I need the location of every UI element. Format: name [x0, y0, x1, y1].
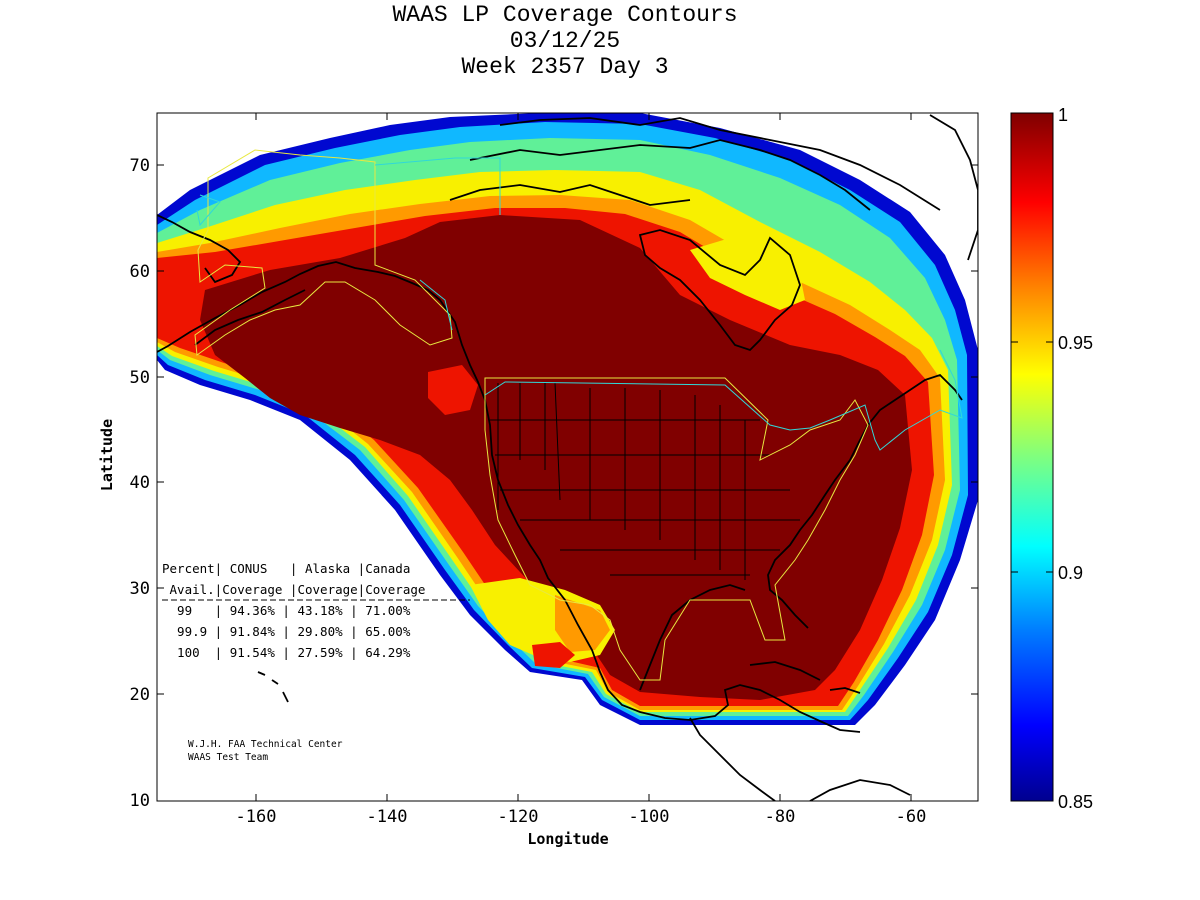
arctic-islands-3 [449, 184, 691, 206]
y-tick-label: 20 [130, 685, 150, 705]
greenland [929, 114, 978, 261]
x-tick-label: -100 [629, 807, 670, 827]
south-america-north [809, 779, 911, 801]
y-tick-label: 70 [130, 156, 150, 176]
table-header-row-2: Avail.|Coverage |Coverage|Coverage [162, 582, 425, 597]
y-tick-label: 30 [130, 579, 150, 599]
tick-marks [157, 113, 978, 801]
chart-date: 03/12/25 [509, 28, 621, 54]
plot-frame [156, 112, 979, 802]
coverage-table: Percent| CONUS | Alaska |Canada Avail.|C… [162, 561, 470, 660]
state-boundaries [490, 382, 800, 580]
hudson-bay [638, 229, 801, 352]
table-row: 99.9 | 91.84% | 29.80% | 65.00% [162, 624, 411, 639]
alaska-service-volume [194, 149, 453, 356]
y-tick-label: 10 [130, 791, 150, 811]
arctic-islands-1 [469, 139, 871, 211]
colorbar-tick-label: 0.9 [1058, 563, 1083, 583]
alaska-west-coast [157, 214, 242, 284]
gulf-coastline [639, 584, 746, 691]
x-tick-label: -160 [236, 807, 277, 827]
central-america [689, 717, 776, 801]
y-axis-label: Latitude [98, 419, 116, 491]
y-tick-label: 40 [130, 473, 150, 493]
colorbar [1010, 112, 1054, 802]
conus-service-volume [484, 377, 869, 681]
colorbar-tick-label: 1 [1058, 105, 1068, 125]
table-row: 99 | 94.36% | 43.18% | 71.00% [162, 603, 411, 618]
caribbean-hispaniola [829, 687, 861, 694]
alaska-peninsula [194, 289, 306, 346]
table-header-row-1: Percent| CONUS | Alaska |Canada [162, 561, 410, 576]
x-tick-labels: -160 -140 -120 -100 -80 -60 [236, 807, 927, 827]
table-row: 100 | 91.54% | 27.59% | 64.29% [162, 645, 411, 660]
contour-yellow-east [690, 238, 805, 310]
contour-red-blob [428, 365, 478, 415]
arctic-islands-2 [499, 117, 941, 211]
x-tick-label: -120 [498, 807, 539, 827]
coastlines [157, 114, 978, 801]
canada-service-volume [196, 157, 963, 451]
service-volume-boundaries [194, 149, 963, 681]
x-tick-label: -80 [765, 807, 796, 827]
x-axis-label: Longitude [527, 830, 608, 848]
chart-week: Week 2357 Day 3 [461, 54, 669, 80]
caribbean-cuba [749, 661, 821, 681]
y-tick-label: 60 [130, 262, 150, 282]
credit-line-2: WAAS Test Team [188, 752, 268, 763]
east-coastline [767, 373, 963, 629]
contour-dark-red-core [200, 215, 912, 700]
colorbar-tick-label: 0.85 [1058, 792, 1093, 812]
x-tick-label: -60 [896, 807, 927, 827]
colorbar-ticks [1011, 341, 1053, 573]
contour-red-spot [532, 642, 575, 668]
colorbar-tick-label: 0.95 [1058, 333, 1093, 353]
y-tick-labels: 10 20 30 40 50 60 70 [130, 156, 150, 811]
credit-line-1: W.J.H. FAA Technical Center [188, 739, 343, 750]
coverage-contours [157, 113, 978, 725]
hawaii [257, 671, 289, 703]
chart-title: WAAS LP Coverage Contours [392, 2, 738, 28]
north-america-coastline [157, 261, 861, 733]
x-tick-label: -140 [367, 807, 408, 827]
y-tick-label: 50 [130, 368, 150, 388]
